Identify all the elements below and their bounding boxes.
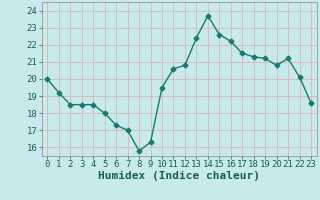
X-axis label: Humidex (Indice chaleur): Humidex (Indice chaleur) — [98, 171, 260, 181]
